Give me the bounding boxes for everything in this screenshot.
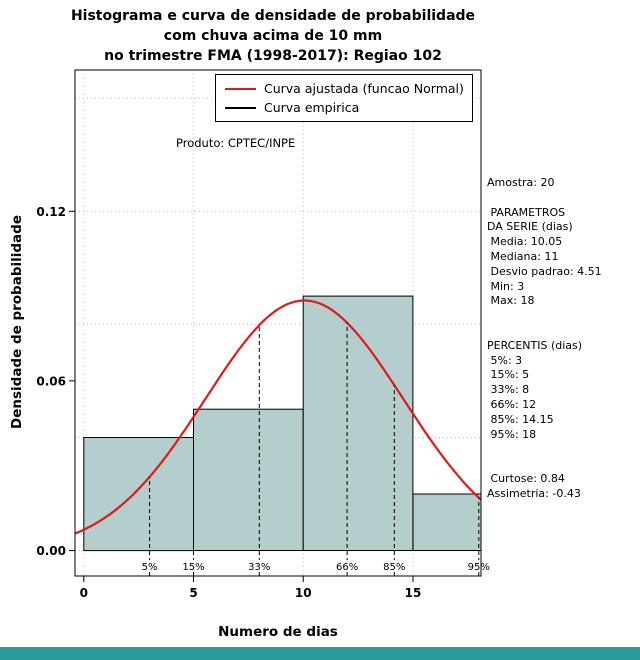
histogram-bar	[83, 437, 194, 552]
stats-line: Desvio padrao: 4.51	[487, 264, 602, 278]
legend-item-empirical-curve: Curva empirica	[225, 98, 468, 117]
percentile-label: 33%	[248, 562, 270, 573]
percentile-label: 15%	[182, 562, 204, 573]
histogram-bar	[193, 408, 304, 552]
bottom-bar	[0, 647, 640, 660]
stats-line: DA SERIE (dias)	[487, 220, 573, 234]
legend-label-fitted: Curva ajustada (funcao Normal)	[264, 81, 464, 96]
title-line-3: no trimestre FMA (1998-2017): Regiao 102	[104, 48, 442, 64]
legend: Curva ajustada (funcao Normal) Curva emp…	[215, 74, 473, 122]
x-tick-label: 0	[80, 586, 88, 600]
title-line-1: Histograma e curva de densidade de proba…	[70, 8, 476, 24]
normal-curve	[74, 299, 482, 535]
stats-line: Max: 18	[487, 294, 535, 308]
stats-line	[487, 457, 602, 472]
stats-line: 33%: 8	[487, 383, 530, 397]
y-tick-label: 0.06	[36, 374, 66, 388]
stats-line: Amostra: 20	[487, 176, 555, 189]
x-tick-label: 5	[189, 586, 197, 600]
stats-line: 15%: 5	[487, 368, 530, 382]
black-line-sample-icon	[225, 106, 256, 109]
x-axis-ticks: 0 5 10 15	[80, 576, 422, 600]
y-tick-label: 0.00	[36, 544, 66, 558]
histogram-bars	[83, 295, 482, 552]
percentile-label: 95%	[468, 562, 490, 573]
stats-line: Mediana: 11	[487, 249, 559, 263]
product-annotation: Produto: CPTEC/INPE	[176, 136, 296, 150]
x-tick-label: 10	[295, 586, 312, 600]
stats-line: 5%: 3	[487, 353, 523, 367]
chart-title: Histograma e curva de densidade de proba…	[0, 6, 546, 66]
stats-line	[487, 309, 602, 324]
x-axis-label: Numero de dias	[218, 624, 338, 640]
title-line-2: com chuva acima de 10 mm	[163, 28, 383, 44]
stats-line: Min: 3	[487, 279, 525, 293]
stats-line: Curtose: 0.84	[487, 471, 565, 485]
percentile-label: 66%	[336, 562, 358, 573]
stats-line	[487, 191, 602, 206]
y-axis-ticks: 0.00 0.06 0.12	[36, 205, 75, 558]
legend-label-empirical: Curva empirica	[264, 100, 360, 115]
stats-line: 85%: 14.15	[487, 412, 554, 426]
stats-line	[487, 324, 602, 339]
stats-line: 66%: 12	[487, 397, 537, 411]
plot-border	[74, 69, 482, 577]
percentile-labels: 5% 15% 33% 66% 85% 95%	[141, 560, 491, 573]
stats-panel: Amostra: 20 PARAMETROS DA SERIE (dias) Me…	[487, 176, 602, 502]
stats-line: PERCENTIS (dias)	[487, 338, 583, 352]
histogram-bar	[302, 295, 414, 551]
percentile-label: 85%	[383, 562, 405, 573]
stats-line: Assimetria: -0.43	[487, 486, 581, 500]
stats-line: 95%: 18	[487, 427, 537, 441]
histogram-bar	[412, 493, 482, 551]
y-axis-label: Densidade de probabilidade	[9, 215, 25, 429]
red-line-sample-icon	[225, 87, 256, 90]
stats-line: PARAMETROS	[487, 205, 566, 219]
x-tick-label: 15	[405, 586, 422, 600]
percentile-label: 5%	[142, 562, 158, 573]
stats-line	[487, 442, 602, 457]
percentile-lines	[149, 322, 480, 576]
legend-item-fitted-curve: Curva ajustada (funcao Normal)	[225, 79, 468, 98]
y-tick-label: 0.12	[36, 205, 66, 219]
stats-line: Media: 10.05	[487, 235, 563, 249]
